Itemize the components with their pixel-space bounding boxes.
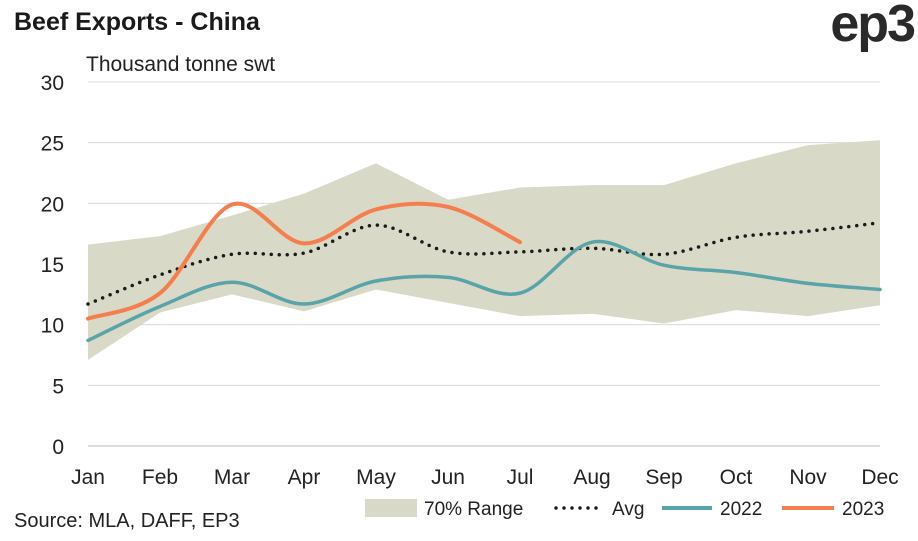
y-tick-label: 20 — [41, 193, 64, 216]
x-tick-label: Nov — [789, 466, 827, 489]
legend-label-2022: 2022 — [720, 499, 762, 520]
legend-label-range: 70% Range — [424, 499, 523, 520]
x-tick-label: Dec — [861, 466, 898, 489]
x-tick-label: Jul — [507, 466, 534, 489]
range-band — [88, 140, 880, 360]
y-tick-label: 10 — [41, 315, 64, 338]
x-tick-label: Aug — [573, 466, 610, 489]
y-axis-unit-label: Thousand tonne swt — [86, 53, 276, 76]
series-line-2022 — [86, 239, 882, 343]
chart-title: Beef Exports - China — [14, 8, 260, 36]
x-tick-label: Oct — [720, 466, 753, 489]
series-line-avg — [86, 220, 882, 306]
x-tick-label: Sep — [645, 466, 682, 489]
y-tick-label: 15 — [41, 254, 64, 277]
y-tick-label: 25 — [41, 133, 64, 156]
x-tick-label: Mar — [214, 466, 250, 489]
x-tick-label: Jan — [71, 466, 105, 489]
x-tick-label: May — [356, 466, 396, 489]
x-tick-label: Jun — [431, 466, 465, 489]
source-note: Source: MLA, DAFF, EP3 — [14, 510, 240, 532]
y-tick-label: 30 — [41, 72, 64, 95]
y-tick-label: 0 — [52, 436, 64, 459]
x-tick-label: Apr — [288, 466, 321, 489]
legend-label-2023: 2023 — [842, 499, 884, 520]
ep3-logo: ep3 — [830, 0, 916, 53]
series-line-2023 — [86, 201, 522, 321]
legend-swatch-range — [365, 499, 417, 517]
x-tick-label: Feb — [142, 466, 178, 489]
y-tick-label: 5 — [52, 375, 64, 398]
legend-label-avg: Avg — [612, 499, 644, 520]
